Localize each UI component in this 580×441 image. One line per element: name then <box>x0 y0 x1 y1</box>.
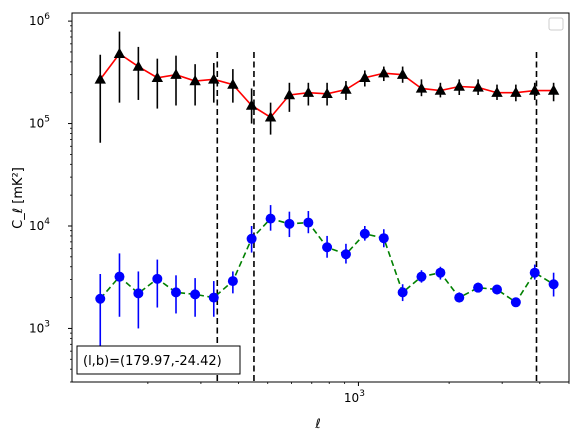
data-point <box>473 282 484 293</box>
data-point <box>264 111 277 122</box>
data-point <box>453 80 465 91</box>
x-tick-exponent: 3 <box>359 389 365 399</box>
data-point <box>95 293 106 304</box>
y-axis-title: C_ℓ [mK²] <box>11 167 26 229</box>
data-point <box>510 297 521 308</box>
data-point <box>284 218 295 229</box>
data-point <box>113 47 126 58</box>
data-point <box>245 99 258 110</box>
y-tick-label: 106 <box>29 12 50 28</box>
data-point <box>416 271 427 282</box>
y-tick-label: 105 <box>29 115 50 131</box>
series-1 <box>94 31 560 143</box>
data-point <box>529 267 540 278</box>
annotation-text: (l,b)=(179.97,-24.42) <box>83 354 222 369</box>
annotation-box: (l,b)=(179.97,-24.42) <box>76 345 241 375</box>
data-point <box>190 289 201 300</box>
data-point <box>189 75 201 86</box>
data-point <box>283 88 296 100</box>
data-point <box>359 71 371 82</box>
data-point <box>378 233 389 244</box>
data-point <box>302 86 315 97</box>
data-point <box>378 67 390 78</box>
data-point <box>94 73 106 84</box>
data-point <box>152 273 163 284</box>
data-point <box>415 82 428 93</box>
series-group <box>94 31 560 348</box>
data-point <box>170 68 182 79</box>
y-tick-label: 104 <box>29 217 50 233</box>
plot-frame <box>71 12 570 383</box>
data-point <box>227 276 238 287</box>
x-tick-label: 103 <box>344 389 365 405</box>
data-point <box>547 84 560 95</box>
data-point <box>396 68 409 79</box>
data-point <box>510 86 522 97</box>
data-point <box>246 233 257 244</box>
y-tick-exponent: 4 <box>44 217 50 227</box>
data-point <box>208 292 219 303</box>
data-point <box>340 249 351 260</box>
data-point <box>359 228 370 239</box>
data-point <box>151 71 164 82</box>
data-point <box>434 84 447 95</box>
data-point <box>397 287 408 298</box>
y-tick-exponent: 5 <box>44 115 50 125</box>
series-2 <box>95 205 559 348</box>
data-point <box>322 242 333 253</box>
data-point <box>340 83 352 94</box>
y-tick-exponent: 3 <box>44 319 50 329</box>
data-point <box>321 87 333 99</box>
legend-box <box>548 17 564 31</box>
data-point <box>133 288 144 299</box>
data-point <box>491 86 503 97</box>
data-point <box>454 292 465 303</box>
x-axis-title: ℓ <box>314 417 320 432</box>
data-point <box>208 73 220 84</box>
data-point <box>548 279 559 290</box>
data-point <box>303 217 314 228</box>
data-point <box>132 60 145 71</box>
y-tick-label: 103 <box>29 319 50 335</box>
data-point <box>114 271 125 282</box>
data-point <box>435 267 446 278</box>
vertical-lines <box>216 51 538 382</box>
data-point <box>265 213 276 224</box>
data-point <box>227 78 239 89</box>
data-point <box>492 284 503 295</box>
data-point <box>171 287 182 298</box>
data-point <box>529 84 541 95</box>
y-tick-exponent: 6 <box>44 12 50 22</box>
data-point <box>472 81 484 92</box>
